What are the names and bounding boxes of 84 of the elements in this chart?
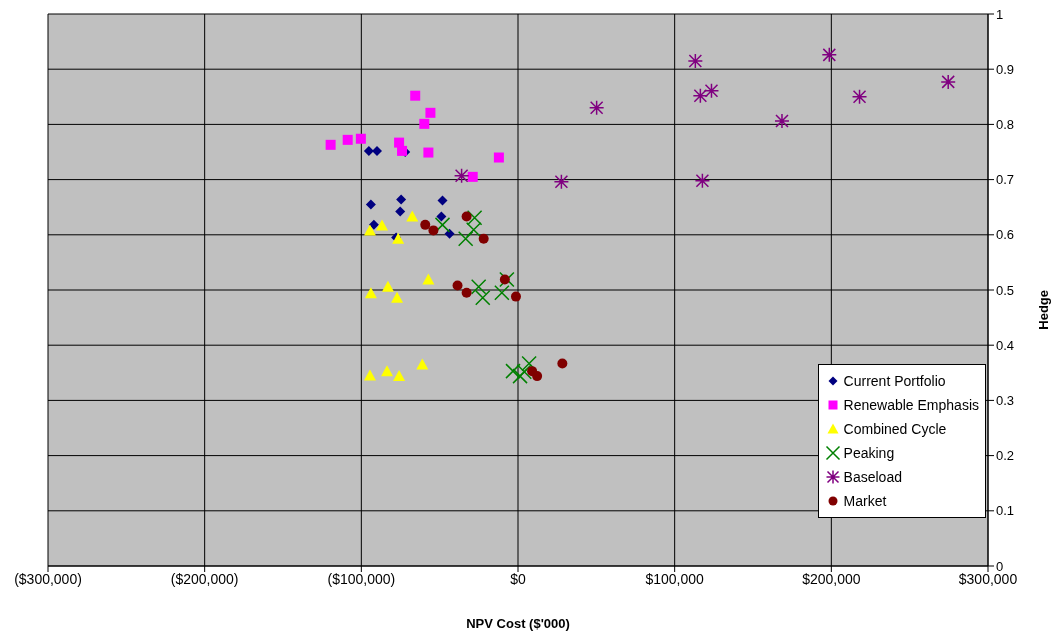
point — [376, 219, 389, 231]
point — [493, 152, 504, 163]
point — [465, 222, 482, 238]
point — [364, 287, 377, 299]
point — [687, 53, 704, 69]
y-tick-label: 0.4 — [996, 337, 1015, 353]
point — [363, 369, 376, 381]
point — [420, 219, 431, 230]
point — [391, 291, 404, 303]
point — [355, 133, 366, 144]
y-tick-label: 0.1 — [996, 503, 1015, 519]
point — [419, 118, 430, 129]
x-tick-label: $0 — [510, 570, 526, 587]
y-tick-label: 0.2 — [996, 448, 1015, 464]
y-tick-label: 0.6 — [996, 227, 1015, 243]
point — [466, 209, 483, 226]
point — [396, 194, 407, 205]
point — [553, 174, 570, 190]
point — [422, 273, 435, 285]
point — [434, 217, 451, 233]
point — [532, 371, 543, 382]
point — [557, 358, 568, 369]
point — [425, 107, 436, 118]
x-tick-label: ($200,000) — [170, 570, 239, 587]
x-tick-label: $100,000 — [645, 570, 705, 587]
legend-label: Baseload — [843, 468, 902, 487]
point — [475, 289, 491, 306]
point — [821, 47, 838, 63]
point — [694, 172, 711, 189]
point — [478, 233, 489, 244]
point — [325, 139, 336, 150]
point — [342, 134, 353, 145]
point — [437, 195, 448, 206]
point — [774, 113, 790, 129]
point — [703, 82, 720, 99]
point — [381, 280, 394, 292]
point — [461, 287, 472, 298]
legend-label: Current Portfolio — [843, 372, 946, 391]
point — [512, 368, 528, 384]
point — [510, 291, 521, 302]
point — [461, 211, 472, 222]
x-tick-label: ($300,000) — [14, 570, 82, 587]
point — [423, 147, 434, 158]
point — [457, 230, 474, 247]
point — [521, 355, 537, 372]
legend-label: Market — [843, 492, 887, 511]
x-tick-label: $200,000 — [802, 570, 861, 587]
point — [499, 271, 515, 288]
y-axis-title: Hedge — [1035, 290, 1051, 330]
point — [365, 199, 376, 210]
point — [406, 210, 419, 222]
point — [499, 274, 510, 285]
point — [453, 167, 470, 184]
point — [692, 87, 709, 104]
y-tick-label: 0.8 — [996, 117, 1015, 133]
point — [381, 365, 394, 377]
point — [368, 219, 379, 230]
point — [588, 100, 605, 116]
point — [410, 90, 421, 101]
point — [444, 228, 455, 239]
legend-label: Renewable Emphasis — [843, 396, 979, 415]
point — [940, 74, 956, 90]
point — [436, 211, 447, 222]
point — [363, 224, 376, 236]
point — [363, 145, 374, 156]
legend-label: Peaking — [843, 444, 895, 463]
point — [452, 280, 463, 291]
point — [470, 278, 487, 295]
point — [494, 285, 510, 301]
point — [395, 206, 406, 217]
y-tick-label: 0.5 — [996, 282, 1015, 298]
point — [372, 145, 382, 156]
point — [467, 171, 478, 182]
y-tick-label: 1 — [996, 6, 1004, 22]
point — [428, 225, 439, 236]
y-tick-label: 0.9 — [996, 61, 1015, 77]
point — [416, 358, 429, 370]
y-tick-label: 0.7 — [996, 172, 1015, 188]
legend-label: Combined Cycle — [843, 420, 947, 439]
x-tick-label: ($100,000) — [327, 570, 396, 587]
y-tick-label: 0.3 — [996, 393, 1015, 409]
x-axis-title: NPV Cost ($'000) — [466, 616, 570, 631]
point — [393, 370, 406, 382]
point — [851, 89, 868, 105]
